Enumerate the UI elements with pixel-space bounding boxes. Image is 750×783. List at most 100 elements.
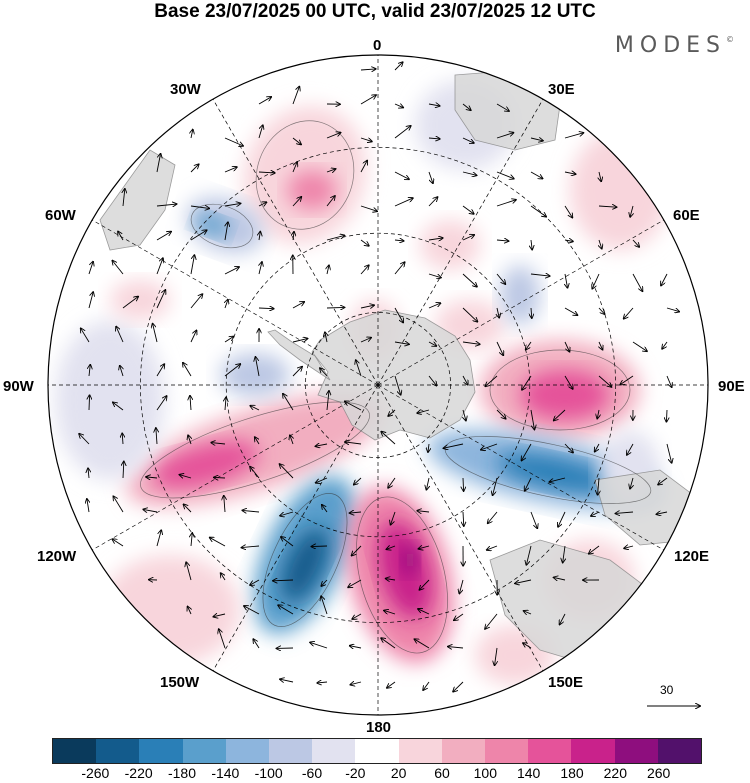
wind-arrow [317, 682, 328, 683]
meridian-label-60w: 60W [45, 207, 76, 224]
wind-arrow [156, 154, 161, 173]
wind-arrow [88, 468, 89, 479]
colorbar-tick-label: 260 [646, 765, 671, 781]
wind-arrow [120, 366, 123, 377]
wind-arrow [530, 138, 543, 141]
wind-arrow [290, 435, 293, 445]
wind-arrow [564, 341, 570, 352]
wind-arrow [360, 95, 376, 105]
anomaly-blob [100, 555, 240, 665]
wind-arrow [224, 203, 240, 206]
wind-arrow [381, 638, 396, 649]
wind-arrow [292, 162, 297, 173]
wind-arrow [495, 647, 497, 665]
meridian-line [377, 99, 544, 386]
meridian-line [212, 384, 379, 671]
wind-arrow [394, 171, 409, 179]
modes-logo: MODES© [614, 33, 734, 58]
wind-arrow [388, 409, 396, 416]
wind-arrow [360, 338, 371, 343]
wind-arrow [186, 562, 192, 581]
wind-arrow [530, 274, 550, 276]
wind-arrow [273, 580, 294, 581]
colorbar-tick-label: 180 [560, 765, 584, 781]
wind-arrow [224, 167, 237, 173]
wind-arrow [191, 130, 193, 139]
colorbar-tick-label: 220 [603, 765, 627, 781]
wind-arrow [123, 462, 124, 479]
wind-arrow [599, 341, 603, 350]
wind-arrow [564, 443, 573, 453]
latitude-circle [140, 147, 616, 623]
wind-arrow [326, 307, 344, 308]
anomaly-blob [220, 353, 290, 397]
latitude-circle [225, 232, 531, 538]
wind-arrow [156, 428, 157, 445]
wind-arrow [213, 614, 226, 617]
wind-arrow [394, 62, 403, 71]
wind-arrow [496, 103, 509, 111]
wind-arrow [394, 126, 411, 139]
wind-arrow [360, 265, 369, 275]
wind-arrow [190, 294, 202, 309]
wind-arrow [345, 401, 362, 411]
wind-arrow [123, 189, 125, 207]
wind-arrow [463, 477, 464, 491]
wind-arrow [531, 239, 532, 250]
anomaly-blob [402, 545, 418, 575]
wind-arrow [564, 133, 583, 139]
wind-arrow [463, 409, 466, 421]
wind-arrow [564, 307, 577, 315]
colorbar-bin [139, 739, 183, 763]
anomaly-blob [496, 452, 614, 494]
wind-arrow [419, 546, 430, 549]
meridian-line [377, 384, 544, 671]
wind-arrow [190, 230, 207, 241]
wind-arrow [190, 396, 191, 411]
wind-arrow [530, 171, 543, 179]
wind-arrow [530, 409, 534, 429]
chart-title: Base 23/07/2025 00 UTC, valid 23/07/2025… [154, 1, 596, 22]
wind-arrow [426, 477, 429, 490]
wind-arrow [485, 613, 498, 629]
colorbar-bin [182, 739, 226, 763]
wind-arrow [280, 679, 294, 682]
wind-vectors [79, 62, 679, 691]
wind-arrow [255, 437, 259, 445]
colorbar-tick-label: -220 [124, 765, 153, 781]
wind-arrow [487, 545, 498, 550]
wind-arrow [496, 240, 509, 241]
wind-arrow [89, 395, 90, 411]
colorbar-tick-label: -20 [345, 765, 366, 781]
wind-arrow [530, 205, 546, 217]
wind-arrow [526, 341, 532, 350]
wind-arrow [224, 137, 243, 146]
wind-arrow [79, 434, 90, 445]
wind-arrow [661, 273, 668, 286]
wind-arrow [417, 410, 430, 413]
wind-arrow [624, 546, 634, 548]
wind-arrow [292, 302, 304, 309]
wind-arrow [599, 239, 602, 249]
wind-arrow [598, 375, 611, 387]
wind-arrow [292, 137, 301, 144]
wind-arrow [310, 642, 328, 649]
wind-arrow [598, 307, 605, 314]
wind-arrow [381, 432, 396, 445]
wind-arrow [225, 397, 226, 411]
colorbar-tick-label: 140 [516, 765, 541, 781]
wind-arrow [88, 292, 93, 309]
wind-arrow [316, 444, 328, 446]
wind-arrow [280, 464, 294, 479]
anomaly-blob [520, 370, 610, 420]
wind-arrow [493, 477, 498, 495]
wind-arrow [624, 307, 634, 319]
wind-arrow [394, 240, 404, 241]
wind-arrow [258, 202, 266, 206]
wind-arrow [444, 443, 464, 448]
wind-arrow [327, 265, 329, 275]
colorbar-bin [225, 739, 270, 763]
wind-arrow [113, 496, 124, 513]
wind-arrow [417, 511, 430, 512]
